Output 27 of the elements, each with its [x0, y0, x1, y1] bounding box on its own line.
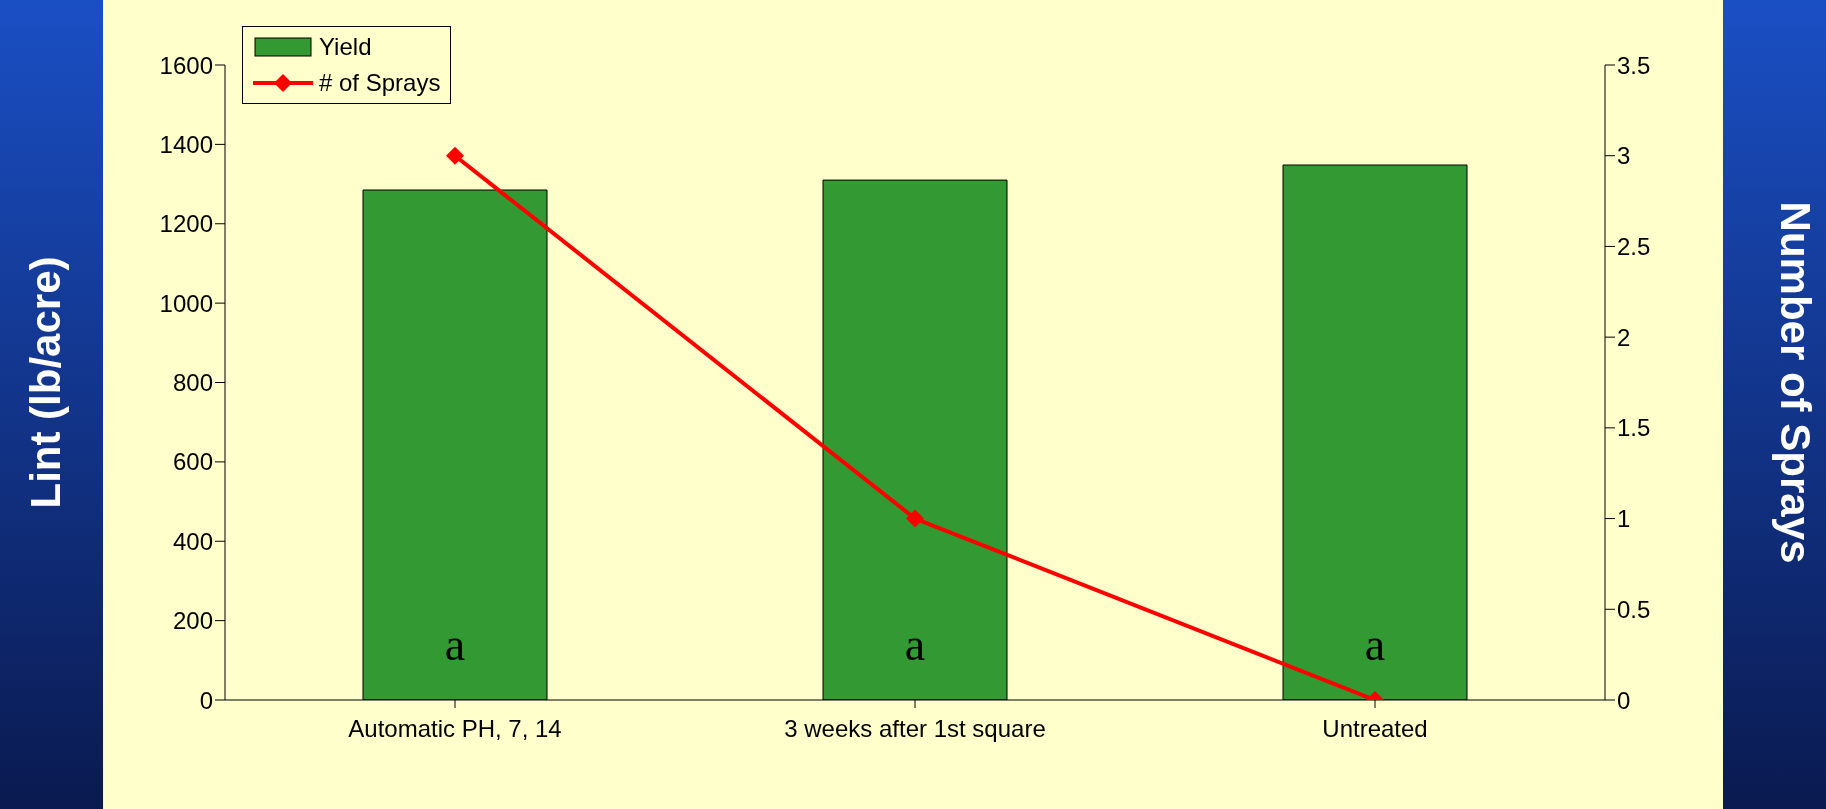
- y-tick-label: 1600: [159, 51, 213, 79]
- x-tick-label: Untreated: [1322, 715, 1428, 743]
- y2-tick-label: 0: [1617, 686, 1631, 714]
- legend-label: # of Sprays: [319, 69, 441, 97]
- legend-label: Yield: [319, 33, 372, 61]
- y2-tick-label: 2: [1617, 323, 1631, 351]
- y-tick-label: 400: [172, 527, 213, 555]
- x-tick-label: 3 weeks after 1st square: [784, 715, 1046, 743]
- x-tick-label: Automatic PH, 7, 14: [348, 715, 562, 743]
- annotation: a: [1363, 619, 1387, 670]
- annotation: a: [443, 619, 467, 670]
- y-tick-label: 0: [199, 686, 213, 714]
- annotation: a: [903, 619, 927, 670]
- y-tick-label: 200: [172, 607, 213, 635]
- y2-tick-label: 3.5: [1617, 51, 1651, 79]
- y2-tick-label: 3: [1617, 142, 1631, 170]
- y-axis-title: Lint (lb/acre): [21, 256, 69, 509]
- y-tick-label: 1000: [159, 289, 213, 317]
- y2-tick-label: 1: [1617, 505, 1631, 533]
- y2-tick-label: 0.5: [1617, 595, 1651, 623]
- y-tick-label: 1200: [159, 210, 213, 238]
- y-tick-label: 800: [172, 369, 213, 397]
- y2-tick-label: 2.5: [1617, 232, 1651, 260]
- y2-axis-title: Number of Sprays: [1772, 201, 1820, 564]
- y-tick-label: 1400: [159, 130, 213, 158]
- y-tick-label: 600: [172, 448, 213, 476]
- y2-tick-label: 1.5: [1617, 414, 1651, 442]
